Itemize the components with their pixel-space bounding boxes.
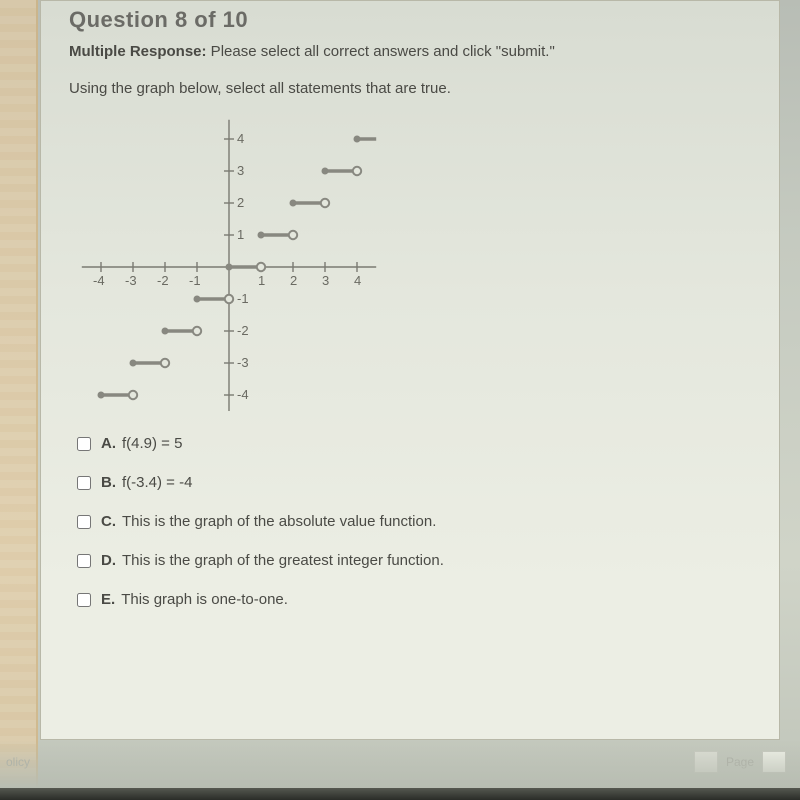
svg-text:1: 1 [258,273,265,288]
graph-container: -4 -3 -2 -1 1 2 3 4 -4 -3 -2 -1 1 2 3 4 [79,111,757,411]
checkbox-b[interactable] [77,476,91,490]
checkbox-a[interactable] [77,437,91,451]
svg-text:4: 4 [237,131,244,146]
instruction-bold: Multiple Response: [69,43,207,60]
svg-text:-3: -3 [237,355,249,370]
step-function-graph: -4 -3 -2 -1 1 2 3 4 -4 -3 -2 -1 1 2 3 4 [79,111,399,411]
svg-text:2: 2 [237,195,244,210]
choice-e-text: E.This graph is one-to-one. [101,591,288,608]
svg-text:-4: -4 [237,387,249,402]
svg-text:3: 3 [237,163,244,178]
svg-text:1: 1 [237,227,244,242]
question-header: Question 8 of 10 [69,7,757,33]
screen-bottom-bar [0,788,800,800]
answer-choices: A.f(4.9) = 5 B.f(-3.4) = -4 C.This is th… [77,435,757,608]
question-prompt: Using the graph below, select all statem… [69,80,757,97]
svg-text:-2: -2 [157,273,169,288]
checkbox-e[interactable] [77,593,91,607]
checkbox-c[interactable] [77,515,91,529]
choice-d[interactable]: D.This is the graph of the greatest inte… [77,552,757,569]
choice-e[interactable]: E.This graph is one-to-one. [77,591,757,608]
choice-a-text: A.f(4.9) = 5 [101,435,182,452]
svg-text:4: 4 [354,273,361,288]
svg-text:-1: -1 [189,273,201,288]
question-card: Question 8 of 10 Multiple Response: Plea… [40,0,780,740]
choice-c[interactable]: C.This is the graph of the absolute valu… [77,513,757,530]
svg-text:2: 2 [290,273,297,288]
svg-text:3: 3 [322,273,329,288]
choice-b-text: B.f(-3.4) = -4 [101,474,192,491]
checkbox-d[interactable] [77,554,91,568]
choice-a[interactable]: A.f(4.9) = 5 [77,435,757,452]
svg-text:-1: -1 [237,291,249,306]
svg-text:-3: -3 [125,273,137,288]
svg-text:-2: -2 [237,323,249,338]
instruction-line: Multiple Response: Please select all cor… [69,43,757,60]
left-margin-strip [0,0,38,800]
choice-d-text: D.This is the graph of the greatest inte… [101,552,444,569]
choice-c-text: C.This is the graph of the absolute valu… [101,513,436,530]
svg-text:-4: -4 [93,273,105,288]
choice-b[interactable]: B.f(-3.4) = -4 [77,474,757,491]
instruction-text: Please select all correct answers and cl… [207,43,555,60]
